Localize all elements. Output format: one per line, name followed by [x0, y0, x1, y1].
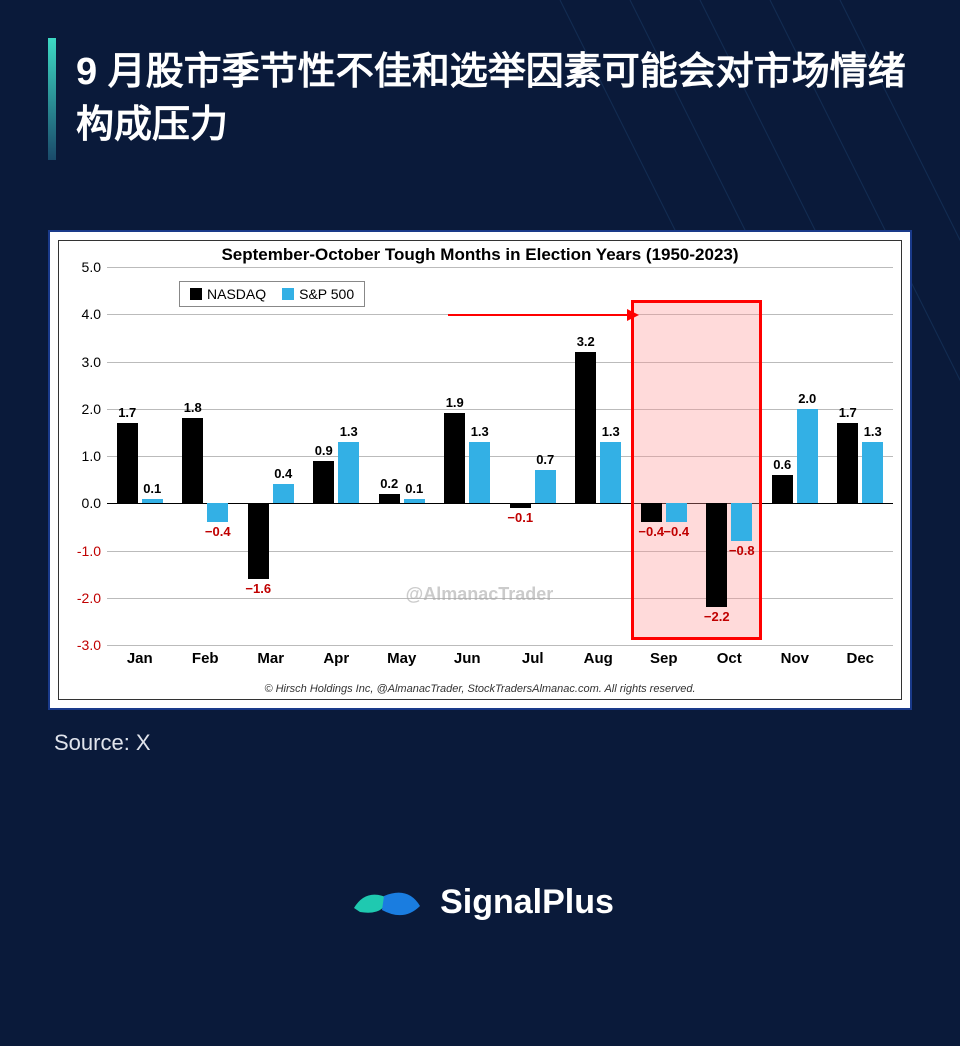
gridline — [107, 598, 893, 599]
bar-value-label: 0.1 — [132, 481, 172, 496]
gridline — [107, 314, 893, 315]
arrow-head-icon — [627, 309, 639, 321]
plot-area: -3.0-2.0-1.00.01.02.03.04.05.0Jan1.70.1F… — [107, 267, 893, 645]
y-tick-label: 0.0 — [67, 495, 101, 511]
gridline — [107, 645, 893, 646]
bar-value-label: −0.8 — [722, 543, 762, 558]
x-tick-label: Sep — [634, 650, 694, 667]
header: 9 月股市季节性不佳和选举因素可能会对市场情绪构成压力 — [48, 38, 920, 160]
x-tick-label: Jun — [437, 650, 497, 667]
bar-value-label: 1.7 — [107, 405, 147, 420]
bar — [535, 470, 556, 503]
y-tick-label: 3.0 — [67, 354, 101, 370]
x-tick-label: Apr — [306, 650, 366, 667]
bar-value-label: 1.3 — [591, 424, 631, 439]
bar-value-label: −0.1 — [500, 510, 540, 525]
bar — [248, 503, 269, 579]
watermark: @AlmanacTrader — [406, 584, 554, 605]
y-tick-label: 5.0 — [67, 259, 101, 275]
bar-value-label: 0.1 — [394, 481, 434, 496]
bar — [600, 442, 621, 503]
bar — [404, 499, 425, 504]
bar-value-label: 2.0 — [787, 391, 827, 406]
bar-value-label: 1.8 — [173, 400, 213, 415]
x-tick-label: Nov — [765, 650, 825, 667]
gridline — [107, 409, 893, 410]
brand-name: SignalPlus — [440, 883, 614, 922]
chart-title: September-October Tough Months in Electi… — [59, 245, 901, 265]
x-tick-label: Mar — [241, 650, 301, 667]
bar — [731, 503, 752, 541]
y-tick-label: -1.0 — [67, 543, 101, 559]
bar — [207, 503, 228, 522]
brand-logo-icon — [346, 878, 426, 926]
bar-value-label: −2.2 — [697, 609, 737, 624]
y-tick-label: 1.0 — [67, 448, 101, 464]
bar-value-label: −0.4 — [656, 524, 696, 539]
bar-value-label: −1.6 — [238, 581, 278, 596]
chart-container: September-October Tough Months in Electi… — [48, 230, 912, 710]
bar — [510, 503, 531, 508]
page-title: 9 月股市季节性不佳和选举因素可能会对市场情绪构成压力 — [48, 38, 920, 160]
bar — [338, 442, 359, 503]
bar-value-label: 1.7 — [828, 405, 868, 420]
x-tick-label: Jul — [503, 650, 563, 667]
x-tick-label: Dec — [830, 650, 890, 667]
x-tick-label: Aug — [568, 650, 628, 667]
header-accent — [48, 38, 56, 160]
x-tick-label: May — [372, 650, 432, 667]
bar-value-label: 1.3 — [460, 424, 500, 439]
bar-value-label: 0.7 — [525, 452, 565, 467]
brand: SignalPlus — [0, 878, 960, 926]
x-tick-label: Jan — [110, 650, 170, 667]
bar-value-label: 3.2 — [566, 334, 606, 349]
bar — [797, 409, 818, 504]
y-tick-label: 4.0 — [67, 306, 101, 322]
bar — [273, 484, 294, 503]
gridline — [107, 362, 893, 363]
bar-value-label: 1.3 — [329, 424, 369, 439]
bar — [862, 442, 883, 503]
bar-value-label: 1.9 — [435, 395, 475, 410]
bar — [142, 499, 163, 504]
bar — [641, 503, 662, 522]
gridline — [107, 551, 893, 552]
bar — [666, 503, 687, 522]
bar — [182, 418, 203, 503]
bar-value-label: 0.4 — [263, 466, 303, 481]
x-tick-label: Oct — [699, 650, 759, 667]
bar — [772, 475, 793, 503]
y-tick-label: 2.0 — [67, 401, 101, 417]
y-tick-label: -2.0 — [67, 590, 101, 606]
chart-attribution: © Hirsch Holdings Inc, @AlmanacTrader, S… — [59, 683, 901, 695]
source-label: Source: X — [54, 730, 151, 756]
highlight-box — [631, 300, 762, 640]
y-tick-label: -3.0 — [67, 637, 101, 653]
chart-frame: September-October Tough Months in Electi… — [58, 240, 902, 700]
bar-value-label: 1.3 — [853, 424, 893, 439]
x-tick-label: Feb — [175, 650, 235, 667]
bar — [313, 461, 334, 504]
bar — [469, 442, 490, 503]
bar-value-label: −0.4 — [198, 524, 238, 539]
gridline — [107, 267, 893, 268]
